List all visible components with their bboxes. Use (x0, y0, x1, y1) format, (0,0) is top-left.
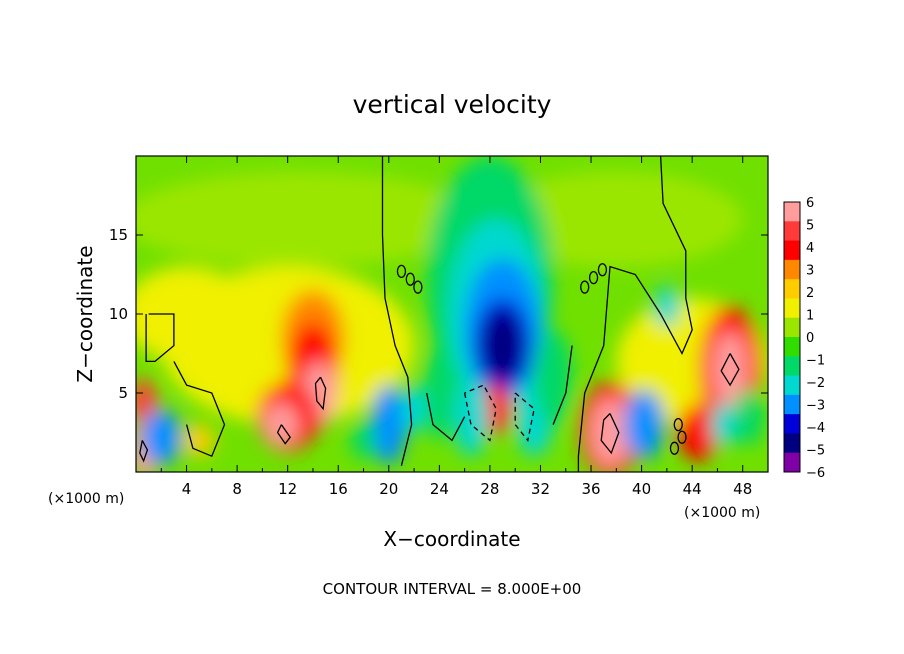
colorbar-swatch (784, 356, 800, 376)
small-contour-loop (396, 264, 407, 278)
small-contour-loop (677, 430, 687, 444)
colorbar-label: −4 (806, 421, 825, 436)
negative-contour-line (463, 384, 497, 442)
x-tick-label: 24 (430, 480, 449, 498)
colorbar-swatch (784, 279, 800, 299)
negative-contour-line (514, 392, 535, 442)
x-tick-label: 36 (581, 480, 600, 498)
x-tick-label: 20 (379, 480, 398, 498)
field-region (589, 397, 631, 468)
x-axis-label: X−coordinate (383, 527, 520, 551)
x-tick-label: 16 (329, 480, 348, 498)
field-region (623, 389, 665, 460)
field-region (136, 378, 157, 424)
field-region (350, 421, 377, 460)
field-region (534, 329, 573, 425)
x-tick-label: 12 (278, 480, 297, 498)
contour-interval-note: CONTOUR INTERVAL = 8.000E+00 (323, 580, 582, 598)
contour-line (139, 440, 149, 463)
field-region (712, 331, 748, 408)
contour-line (173, 361, 226, 458)
contour-line (276, 424, 292, 445)
field-region (136, 171, 478, 267)
colorbar-label: 5 (806, 219, 814, 234)
small-contour-loop (405, 272, 415, 286)
x-tick-label: 4 (182, 480, 192, 498)
x-axis-unit-left: (×1000 m) (48, 491, 124, 507)
y-axis-ticks: 5 10 15 (109, 226, 768, 402)
chart-title: vertical velocity (353, 90, 552, 119)
small-contour-loop (580, 280, 590, 294)
colorbar-label: 4 (806, 241, 814, 256)
small-contour-loop (597, 263, 608, 277)
colorbar-swatch (784, 202, 800, 222)
x-tick-label: 48 (733, 480, 752, 498)
contour-lines (139, 156, 740, 472)
contour-line (577, 156, 693, 472)
contour-line (426, 392, 466, 442)
x-tick-label: 28 (480, 480, 499, 498)
colorbar-swatch (784, 433, 800, 454)
colorbar-label: −6 (806, 466, 825, 481)
colorbar-label: 3 (806, 264, 814, 279)
y-axis-label: Z−coordinate (73, 245, 97, 382)
field-region (401, 385, 427, 433)
field-region (483, 310, 522, 381)
plot-area (136, 156, 768, 472)
colorbar-label: −2 (806, 376, 825, 391)
x-axis-unit-right: (×1000 m) (684, 505, 760, 521)
colorbar-label: 0 (806, 331, 814, 346)
colorbar-swatch (784, 375, 800, 396)
colorbar-swatch (784, 259, 800, 280)
contour-line (314, 376, 327, 411)
colorbar-swatch (784, 240, 800, 261)
y-tick-label: 5 (118, 384, 128, 402)
colorbar-swatch (784, 221, 800, 241)
field-region (184, 424, 215, 457)
contour-line (145, 313, 175, 363)
x-tick-label: 8 (232, 480, 242, 498)
colorbar-swatch (784, 317, 800, 338)
colorbar-swatch (784, 414, 800, 434)
x-axis-ticks: 4 8 12 16 20 24 28 32 36 40 44 48 (160, 156, 752, 498)
contour-line (552, 345, 573, 425)
field-region (711, 402, 737, 447)
small-contour-loop (413, 280, 423, 294)
field-region (453, 377, 489, 457)
contour-line (720, 353, 740, 387)
field-region (371, 385, 407, 465)
colorbar-swatch (784, 298, 800, 319)
contour-line (600, 413, 620, 455)
field-region (678, 404, 719, 461)
field-region (141, 408, 182, 466)
y-tick-label: 15 (109, 226, 128, 244)
colorbar-label: −1 (806, 354, 825, 369)
field-region (424, 345, 455, 441)
colorbar-label: 2 (806, 286, 814, 301)
colorbar-swatch (784, 337, 800, 357)
y-tick-label: 10 (109, 305, 128, 323)
colorbar-label: 6 (806, 196, 814, 211)
field-region (136, 266, 250, 362)
x-tick-label: 44 (683, 480, 702, 498)
x-tick-label: 32 (531, 480, 550, 498)
colorbar-label: −3 (806, 399, 825, 414)
contour-line (381, 156, 413, 466)
field-region (654, 285, 680, 327)
small-contour-loop (669, 441, 680, 455)
field-region (489, 171, 743, 267)
field-region (481, 383, 512, 435)
colorbar-swatch (784, 394, 800, 415)
colorbar-swatch (784, 452, 800, 473)
colorbar-frame (783, 201, 801, 473)
small-contour-loop (588, 271, 599, 285)
x-tick-label: 40 (632, 480, 651, 498)
colorbar-label: 1 (806, 309, 814, 324)
colorbar: 6 5 4 3 2 1 0 −1 −2 −3 −4 −5 −6 (783, 196, 825, 481)
velocity-field (136, 156, 768, 472)
field-region (733, 388, 765, 446)
small-contour-loop (673, 417, 683, 432)
colorbar-label: −5 (806, 444, 825, 459)
